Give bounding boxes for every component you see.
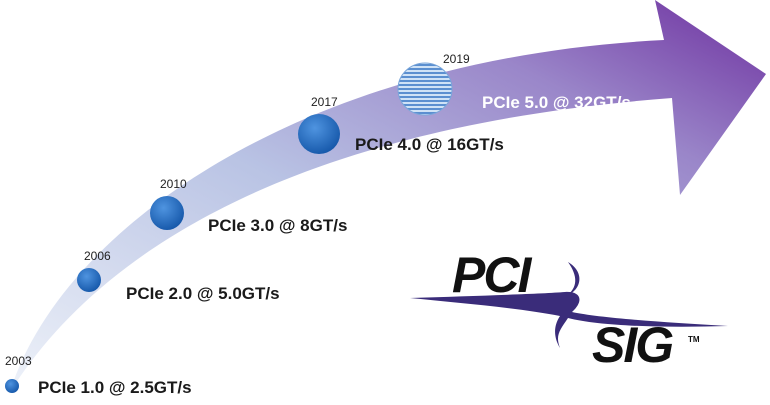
milestone-label: PCIe 3.0 @ 8GT/s — [208, 216, 348, 235]
milestone-label: PCIe 5.0 @ 32GT/s — [482, 93, 631, 112]
year-label: 2017 — [311, 95, 338, 109]
milestone-dot-2006 — [77, 268, 101, 292]
milestone-dot-2017 — [298, 114, 340, 154]
year-label: 2003 — [5, 354, 32, 368]
milestone-dot-2010 — [150, 196, 184, 230]
milestone-dot-2003 — [5, 379, 19, 393]
milestone-label: PCIe 2.0 @ 5.0GT/s — [126, 284, 280, 303]
pci-sig-logo-swoosh — [410, 262, 728, 348]
year-label: 2010 — [160, 177, 187, 191]
trademark-mark: TM — [688, 335, 700, 344]
pci-sig-logo-pci: PCI — [452, 247, 531, 303]
year-label: 2019 — [443, 52, 470, 66]
milestone-label: PCIe 4.0 @ 16GT/s — [355, 135, 504, 154]
pci-sig-logo-sig: SIG — [592, 317, 674, 373]
growth-arrow — [10, 0, 766, 392]
year-label: 2006 — [84, 249, 111, 263]
milestone-dot-2019 — [397, 62, 453, 116]
milestone-label: PCIe 1.0 @ 2.5GT/s — [38, 378, 192, 397]
